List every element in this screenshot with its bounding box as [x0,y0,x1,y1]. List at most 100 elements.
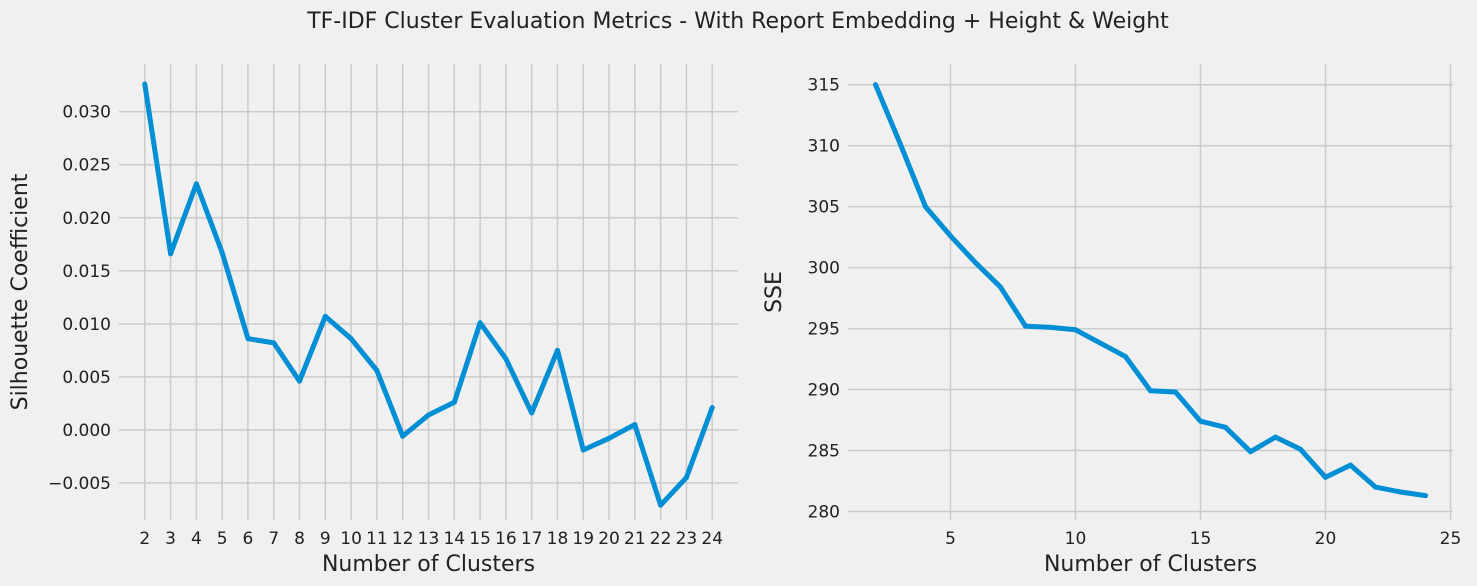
y-tick-label: 280 [808,502,840,522]
x-tick-label: 6 [243,529,254,549]
data-point [709,405,715,411]
y-tick-label: 0.010 [62,315,111,335]
data-point [1073,327,1078,333]
plots-container: 2 3 4 5 6 7 8 9 10 11 12 13 14 15 16 17 18 19 20 21 22 23 24−0… [8,64,1461,577]
x-tick-label: 3 [165,529,176,549]
data-point [400,433,406,439]
x-tick-label: 16 [495,529,517,549]
y-tick-label: 315 [808,76,840,96]
x-tick-label: 13 [418,529,440,549]
y-tick-label: 305 [808,198,840,218]
x-tick-label: 5 [217,529,228,549]
x-tick-label: 2 [139,529,150,549]
x-tick-label: 10 [1065,529,1087,549]
data-point [1298,446,1303,452]
x-tick-label: 18 [547,529,569,549]
x-tick-label: 20 [598,529,620,549]
data-point [1373,484,1378,490]
x-tick-label: 22 [650,529,672,549]
data-point [529,410,535,416]
x-tick-label: 4 [191,529,202,549]
x-tick-label: 23 [676,529,698,549]
data-point [1048,324,1053,330]
data-point [898,141,903,147]
data-point [477,320,483,326]
data-point [873,82,878,88]
y-tick-label: 0.015 [62,262,111,282]
data-point [1198,418,1203,424]
y-tick-label: 310 [808,137,840,157]
y-axis-label: Silhouette Coefficient [8,173,33,410]
y-tick-label: 0.030 [62,103,111,123]
data-point [1023,323,1028,329]
data-point [426,412,431,418]
x-tick-label: 9 [320,529,331,549]
data-point [1348,462,1353,468]
data-point [632,422,638,428]
x-axis-label: Number of Clusters [322,552,535,577]
data-point [580,447,586,453]
data-point [554,347,560,353]
data-point [998,284,1003,290]
y-axis-label: SSE [762,271,787,313]
data-point [1098,340,1103,346]
data-point [1148,388,1153,394]
data-point [322,313,328,319]
chart-2: 5 10 15 20 25 280 285 290 295 300 305 310 315 Number … [762,64,1461,577]
y-tick-label: 0.005 [62,368,111,388]
x-tick-label: 5 [945,529,956,549]
data-point [1173,389,1178,395]
data-point [658,502,664,508]
data-point [271,340,277,346]
data-point [923,204,928,210]
x-tick-label: 17 [521,529,543,549]
x-tick-label: 25 [1440,529,1462,549]
data-point [948,233,953,239]
data-point [168,251,174,257]
data-point [193,181,199,187]
data-point [374,367,380,373]
data-point [348,336,354,342]
x-tick-label: 21 [624,529,646,549]
data-point [219,250,225,256]
data-point [1273,434,1278,440]
x-tick-label: 15 [469,529,491,549]
x-tick-label: 15 [1190,529,1212,549]
x-tick-label: 11 [366,529,388,549]
data-point [1423,493,1428,499]
x-tick-label: 12 [392,529,414,549]
data-point [1223,424,1228,430]
data-point [297,378,303,384]
data-point [142,81,148,87]
data-point [245,336,251,342]
data-point [503,356,509,362]
y-tick-label: 290 [808,381,840,401]
data-point [683,475,689,481]
chart-1: 2 3 4 5 6 7 8 9 10 11 12 13 14 15 16 17 18 19 20 21 22 23 24−0… [8,64,738,577]
x-tick-label: 14 [443,529,465,549]
y-tick-label: 0.020 [62,209,111,229]
data-point [606,435,612,441]
y-tick-label: 295 [808,320,840,340]
x-axis-label: Number of Clusters [1044,552,1257,577]
y-tick-label: −0.005 [48,474,111,494]
y-tick-label: 0.025 [62,156,111,176]
x-tick-label: 24 [701,529,723,549]
y-tick-label: 0.000 [62,421,111,441]
data-point [1398,489,1403,495]
data-point [451,399,457,405]
figure-title: TF-IDF Cluster Evaluation Metrics - With… [306,9,1169,34]
data-point [1123,354,1128,360]
data-point [973,260,978,266]
y-tick-label: 300 [808,259,840,279]
x-tick-label: 20 [1315,529,1337,549]
x-tick-label: 7 [268,529,279,549]
x-tick-label: 8 [294,529,305,549]
data-point [1323,474,1328,480]
x-tick-label: 19 [572,529,594,549]
y-tick-label: 285 [808,442,840,462]
data-point [1248,449,1253,455]
x-tick-label: 10 [340,529,362,549]
